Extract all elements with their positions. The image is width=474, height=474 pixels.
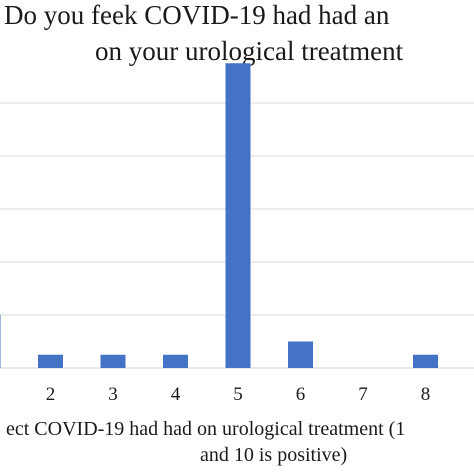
x-tick-8: 8 (421, 384, 431, 405)
bars (0, 63, 438, 368)
bar-5 (225, 63, 251, 368)
x-tick-5: 5 (233, 384, 243, 405)
chart-title-line-1: Do you feek COVID-19 had had an (4, 0, 390, 30)
x-tick-labels: 12345678 (46, 384, 431, 405)
x-tick-6: 6 (296, 384, 306, 405)
x-tick-3: 3 (108, 384, 118, 405)
bar-6 (288, 341, 313, 368)
chart-title-line-2: on your urological treatment (95, 36, 404, 66)
bar-3 (100, 354, 126, 368)
x-tick-4: 4 (171, 384, 181, 405)
bar-4 (163, 354, 188, 368)
x-tick-7: 7 (358, 384, 368, 405)
bar-2 (38, 354, 63, 368)
x-axis-label-line-2: and 10 is positive) (200, 444, 348, 466)
bar-1 (0, 315, 1, 368)
bar-8 (413, 354, 438, 368)
x-axis-label-line-1: ect COVID-19 had had on urological treat… (6, 418, 406, 440)
x-tick-2: 2 (46, 384, 56, 405)
